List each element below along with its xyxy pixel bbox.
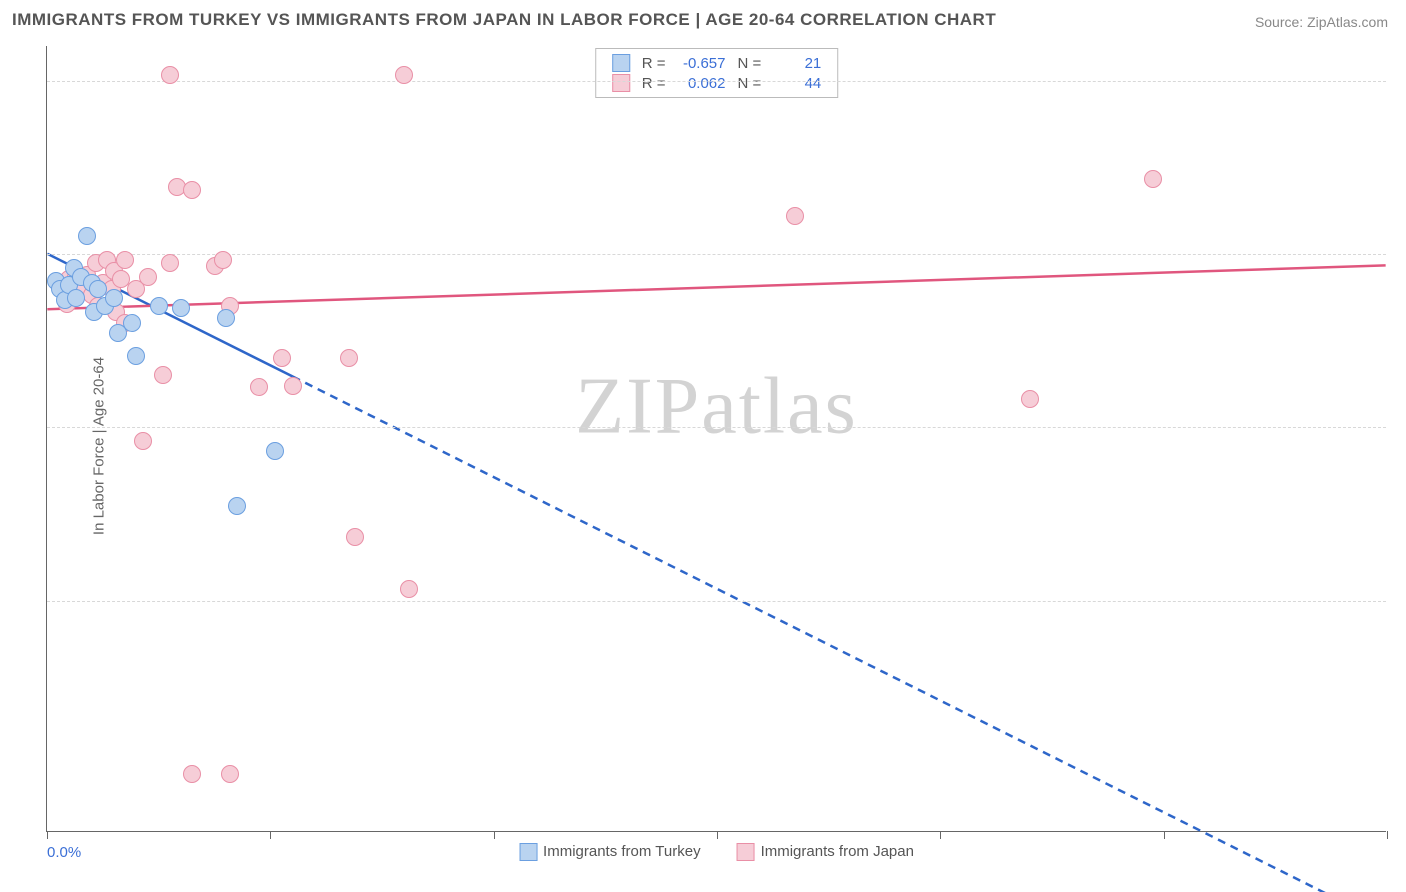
- legend-n-value: 44: [773, 75, 821, 92]
- data-point: [74, 280, 92, 298]
- data-point: [89, 280, 107, 298]
- gridline: [47, 427, 1386, 428]
- data-point: [105, 262, 123, 280]
- data-point: [116, 314, 134, 332]
- data-point: [112, 270, 130, 288]
- watermark-thin: atlas: [701, 363, 858, 451]
- data-point: [139, 268, 157, 286]
- data-point: [400, 580, 418, 598]
- data-point: [1021, 390, 1039, 408]
- watermark-bold: ZIP: [575, 363, 701, 451]
- data-point: [51, 280, 69, 298]
- trend-lines: [47, 46, 1386, 831]
- x-tick: [1387, 831, 1388, 839]
- x-tick: [940, 831, 941, 839]
- data-point: [172, 299, 190, 317]
- data-point: [89, 297, 107, 315]
- legend-r-label: R =: [636, 73, 672, 93]
- chart-title: IMMIGRANTS FROM TURKEY VS IMMIGRANTS FRO…: [12, 10, 996, 30]
- gridline: [47, 254, 1386, 255]
- data-point: [94, 274, 112, 292]
- data-point: [228, 497, 246, 515]
- data-point: [65, 259, 83, 277]
- data-point: [273, 349, 291, 367]
- legend-swatch: [519, 843, 537, 861]
- legend-swatch: [612, 54, 630, 72]
- x-tick: [717, 831, 718, 839]
- legend-n-label: N =: [732, 53, 768, 73]
- legend-swatch: [612, 74, 630, 92]
- data-point: [54, 282, 72, 300]
- data-point: [161, 254, 179, 272]
- data-point: [183, 765, 201, 783]
- y-tick-label: 55.0%: [1398, 592, 1406, 609]
- x-tick: [494, 831, 495, 839]
- data-point: [63, 279, 81, 297]
- data-point: [78, 266, 96, 284]
- data-point: [221, 297, 239, 315]
- data-point: [107, 303, 125, 321]
- data-point: [47, 272, 65, 290]
- x-tick: [47, 831, 48, 839]
- data-point: [217, 309, 235, 327]
- data-point: [266, 442, 284, 460]
- data-point: [83, 286, 101, 304]
- legend-r-value: 0.062: [678, 75, 726, 92]
- data-point: [83, 274, 101, 292]
- data-point: [78, 227, 96, 245]
- data-point: [154, 366, 172, 384]
- chart-container: IMMIGRANTS FROM TURKEY VS IMMIGRANTS FRO…: [0, 0, 1406, 892]
- legend-correlation: R = -0.657 N = 21 R = 0.062 N = 44: [595, 48, 839, 98]
- x-tick: [1164, 831, 1165, 839]
- data-point: [60, 276, 78, 294]
- source-attribution: Source: ZipAtlas.com: [1255, 14, 1388, 30]
- plot-area: ZIPatlas R =-0.657N =21R =0.062N =44 Imm…: [46, 46, 1386, 832]
- data-point: [127, 280, 145, 298]
- data-point: [49, 274, 67, 292]
- data-point: [340, 349, 358, 367]
- legend-r-label: R =: [636, 53, 672, 73]
- legend-r-value: -0.657: [678, 55, 726, 72]
- data-point: [72, 268, 90, 286]
- data-point: [67, 268, 85, 286]
- data-point: [250, 378, 268, 396]
- legend-series-label: Immigrants from Japan: [761, 843, 914, 860]
- legend-swatch: [737, 843, 755, 861]
- data-point: [96, 297, 114, 315]
- legend-series-label: Immigrants from Turkey: [543, 843, 701, 860]
- data-point: [56, 291, 74, 309]
- y-tick-label: 70.0%: [1398, 419, 1406, 436]
- data-point: [87, 254, 105, 272]
- x-tick-label: 0.0%: [47, 844, 81, 861]
- data-point: [85, 303, 103, 321]
- data-point: [206, 257, 224, 275]
- data-point: [127, 347, 145, 365]
- data-point: [105, 289, 123, 307]
- data-point: [67, 289, 85, 307]
- data-point: [1144, 170, 1162, 188]
- legend-n-value: 21: [773, 55, 821, 72]
- data-point: [134, 432, 152, 450]
- data-point: [123, 314, 141, 332]
- legend-series: Immigrants from Turkey Immigrants from Ja…: [501, 843, 932, 861]
- data-point: [786, 207, 804, 225]
- data-point: [60, 270, 78, 288]
- data-point: [150, 297, 168, 315]
- data-point: [58, 295, 76, 313]
- data-point: [183, 181, 201, 199]
- watermark: ZIPatlas: [575, 362, 858, 453]
- data-point: [109, 324, 127, 342]
- y-tick-label: 85.0%: [1398, 246, 1406, 263]
- gridline: [47, 81, 1386, 82]
- legend-n-label: N =: [732, 73, 768, 93]
- data-point: [103, 280, 121, 298]
- data-point: [168, 178, 186, 196]
- data-point: [346, 528, 364, 546]
- x-tick: [270, 831, 271, 839]
- data-point: [221, 765, 239, 783]
- data-point: [284, 377, 302, 395]
- y-tick-label: 100.0%: [1398, 72, 1406, 89]
- gridline: [47, 601, 1386, 602]
